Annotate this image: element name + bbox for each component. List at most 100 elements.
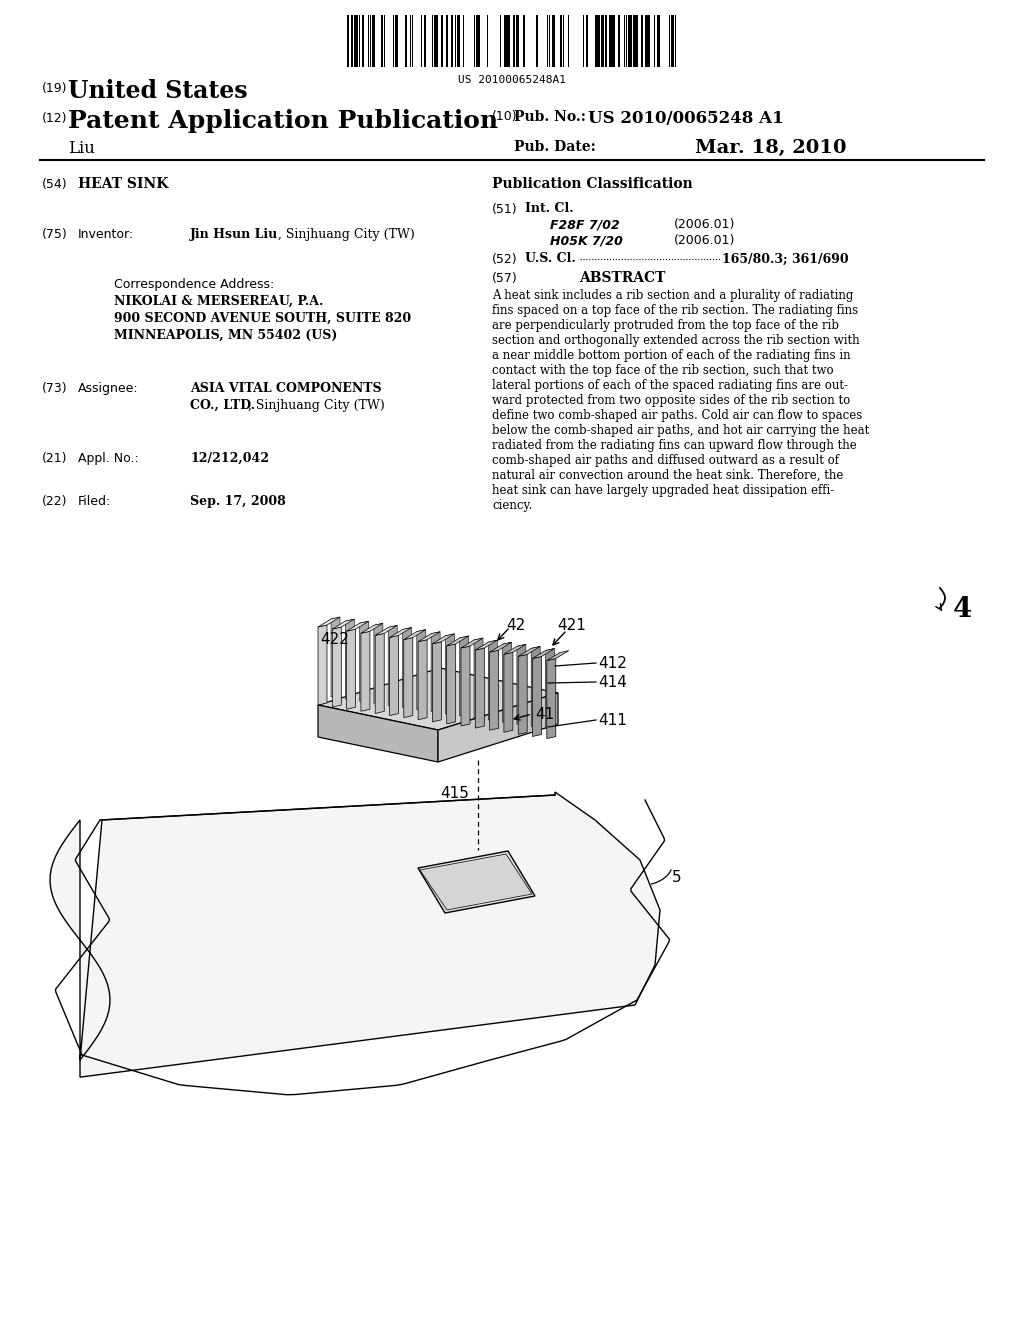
Text: natural air convection around the heat sink. Therefore, the: natural air convection around the heat s… — [492, 469, 844, 482]
Polygon shape — [460, 636, 469, 715]
Text: MINNEAPOLIS, MN 55402 (US): MINNEAPOLIS, MN 55402 (US) — [114, 329, 337, 342]
Text: (51): (51) — [492, 203, 517, 216]
Polygon shape — [446, 636, 469, 645]
Bar — [441, 15, 443, 67]
Text: 412: 412 — [598, 656, 627, 671]
Text: 4: 4 — [952, 597, 972, 623]
Bar — [446, 15, 449, 67]
Polygon shape — [318, 616, 340, 627]
Text: (12): (12) — [42, 112, 68, 125]
Text: HEAT SINK: HEAT SINK — [78, 177, 169, 191]
Polygon shape — [388, 626, 397, 705]
Text: ASIA VITAL COMPONENTS: ASIA VITAL COMPONENTS — [190, 381, 382, 395]
Text: (21): (21) — [42, 451, 68, 465]
Polygon shape — [503, 643, 512, 722]
Bar — [618, 15, 620, 67]
Bar — [347, 15, 349, 67]
Text: , Sinjhuang City (TW): , Sinjhuang City (TW) — [278, 228, 415, 242]
Text: (22): (22) — [42, 495, 68, 508]
Text: 5: 5 — [672, 870, 682, 884]
Polygon shape — [504, 652, 513, 733]
Text: H05K 7/20: H05K 7/20 — [550, 234, 623, 247]
Text: NIKOLAI & MERSEREAU, P.A.: NIKOLAI & MERSEREAU, P.A. — [114, 294, 324, 308]
Text: 414: 414 — [598, 675, 627, 690]
Polygon shape — [531, 647, 541, 726]
Text: 12/212,042: 12/212,042 — [190, 451, 269, 465]
Text: below the comb-shaped air paths, and hot air carrying the heat: below the comb-shaped air paths, and hot… — [492, 424, 869, 437]
Text: (57): (57) — [492, 272, 518, 285]
Text: are perpendicularly protruded from the top face of the rib: are perpendicularly protruded from the t… — [492, 319, 839, 333]
Bar — [595, 15, 598, 67]
Polygon shape — [446, 644, 456, 723]
Text: Correspondence Address:: Correspondence Address: — [114, 279, 274, 290]
Bar — [598, 15, 600, 67]
Polygon shape — [418, 640, 427, 719]
Text: Sep. 17, 2008: Sep. 17, 2008 — [190, 495, 286, 508]
Polygon shape — [518, 655, 527, 734]
Text: (2006.01): (2006.01) — [674, 234, 735, 247]
Polygon shape — [375, 634, 384, 713]
Polygon shape — [489, 651, 499, 730]
Polygon shape — [432, 634, 455, 644]
Polygon shape — [418, 851, 535, 913]
Polygon shape — [532, 648, 555, 659]
Text: Patent Application Publication: Patent Application Publication — [68, 110, 498, 133]
Bar — [435, 15, 438, 67]
Polygon shape — [517, 644, 526, 725]
Text: U.S. Cl.: U.S. Cl. — [525, 252, 575, 265]
Bar — [504, 15, 507, 67]
Polygon shape — [318, 624, 327, 705]
Polygon shape — [532, 656, 542, 737]
Polygon shape — [375, 626, 397, 635]
Text: Publication Classification: Publication Classification — [492, 177, 692, 191]
Polygon shape — [50, 792, 660, 1077]
Polygon shape — [359, 622, 369, 701]
Text: comb-shaped air paths and diffused outward as a result of: comb-shaped air paths and diffused outwa… — [492, 454, 839, 467]
Bar — [612, 15, 615, 67]
Polygon shape — [360, 631, 370, 711]
Text: Mar. 18, 2010: Mar. 18, 2010 — [695, 139, 847, 157]
Text: CO., LTD.: CO., LTD. — [190, 399, 255, 412]
Text: US 20100065248A1: US 20100065248A1 — [458, 75, 566, 84]
Polygon shape — [331, 616, 340, 697]
Text: section and orthogonally extended across the rib section with: section and orthogonally extended across… — [492, 334, 859, 347]
Polygon shape — [489, 643, 512, 652]
Polygon shape — [346, 630, 355, 709]
Text: A heat sink includes a rib section and a plurality of radiating: A heat sink includes a rib section and a… — [492, 289, 853, 302]
Polygon shape — [389, 627, 412, 638]
Polygon shape — [345, 619, 354, 700]
Text: Pub. Date:: Pub. Date: — [514, 140, 596, 154]
Bar — [633, 15, 635, 67]
Bar — [478, 15, 480, 67]
Polygon shape — [488, 640, 498, 721]
Polygon shape — [547, 659, 556, 739]
Bar — [507, 15, 510, 67]
Polygon shape — [431, 632, 440, 711]
Bar — [513, 15, 515, 67]
Text: (75): (75) — [42, 228, 68, 242]
Text: (52): (52) — [492, 253, 517, 267]
Text: fins spaced on a top face of the rib section. The radiating fins: fins spaced on a top face of the rib sec… — [492, 304, 858, 317]
Text: a near middle bottom portion of each of the radiating fins in: a near middle bottom portion of each of … — [492, 348, 851, 362]
Bar — [457, 15, 460, 67]
Polygon shape — [418, 632, 440, 642]
Bar — [586, 15, 588, 67]
Bar — [523, 15, 525, 67]
Text: 41: 41 — [535, 708, 554, 722]
Text: F28F 7/02: F28F 7/02 — [550, 218, 620, 231]
Bar — [645, 15, 648, 67]
Polygon shape — [547, 651, 568, 660]
Polygon shape — [417, 630, 426, 710]
Polygon shape — [461, 638, 483, 648]
Polygon shape — [474, 638, 483, 718]
Polygon shape — [333, 619, 354, 630]
Polygon shape — [475, 648, 484, 729]
Bar — [560, 15, 562, 67]
Polygon shape — [461, 645, 470, 726]
Polygon shape — [445, 634, 455, 714]
Text: lateral portions of each of the spaced radiating fins are out-: lateral portions of each of the spaced r… — [492, 379, 848, 392]
Text: 411: 411 — [598, 713, 627, 729]
Text: Appl. No.:: Appl. No.: — [78, 451, 138, 465]
Text: contact with the top face of the rib section, such that two: contact with the top face of the rib sec… — [492, 364, 834, 378]
Polygon shape — [518, 647, 541, 656]
